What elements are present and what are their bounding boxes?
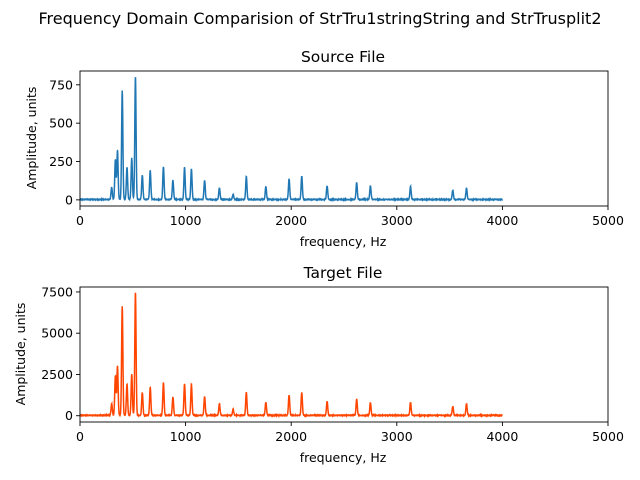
- source-x-tick-label: 0: [76, 213, 84, 228]
- target-x-tick-label: 1000: [170, 429, 202, 444]
- figure-suptitle: Frequency Domain Comparision of StrTru1s…: [38, 9, 601, 28]
- target-x-axis-label: frequency, Hz: [300, 450, 387, 465]
- source-x-axis-label: frequency, Hz: [300, 234, 387, 249]
- source-x-tick-label: 2000: [275, 213, 307, 228]
- source-subplot-title: Source File: [301, 48, 385, 66]
- target-y-tick-label: 2500: [41, 367, 73, 382]
- target-spectrum-line: [80, 292, 503, 419]
- target-x-tick-label: 2000: [275, 429, 307, 444]
- source-x-tick-label: 5000: [592, 213, 624, 228]
- target-x-tick-label: 4000: [486, 429, 518, 444]
- target-x-tick-label: 5000: [592, 429, 624, 444]
- source-x-tick-label: 1000: [170, 213, 202, 228]
- source-y-tick-label: 250: [49, 154, 73, 169]
- target-x-tick-label: 3000: [381, 429, 413, 444]
- source-axes-frame: [79, 70, 609, 207]
- source-y-tick-label: 750: [49, 77, 73, 92]
- source-y-axis-label: Amplitude, units: [24, 87, 39, 190]
- source-x-tick-label: 3000: [381, 213, 413, 228]
- source-spectrum-line: [80, 77, 503, 203]
- target-file-subplot: Target File frequency, Hz Amplitude, uni…: [13, 264, 624, 465]
- source-x-tick-label: 4000: [486, 213, 518, 228]
- source-file-subplot: Source File frequency, Hz Amplitude, uni…: [24, 48, 624, 249]
- source-y-tick-label: 500: [49, 116, 73, 131]
- target-y-tick-label: 7500: [41, 284, 73, 299]
- target-x-tick-label: 0: [76, 429, 84, 444]
- target-y-tick-label: 5000: [41, 326, 73, 341]
- target-y-tick-label: 0: [65, 408, 73, 423]
- target-axes-frame: [79, 286, 609, 423]
- target-y-axis-label: Amplitude, units: [13, 303, 28, 406]
- source-y-tick-label: 0: [65, 192, 73, 207]
- target-subplot-title: Target File: [303, 264, 383, 282]
